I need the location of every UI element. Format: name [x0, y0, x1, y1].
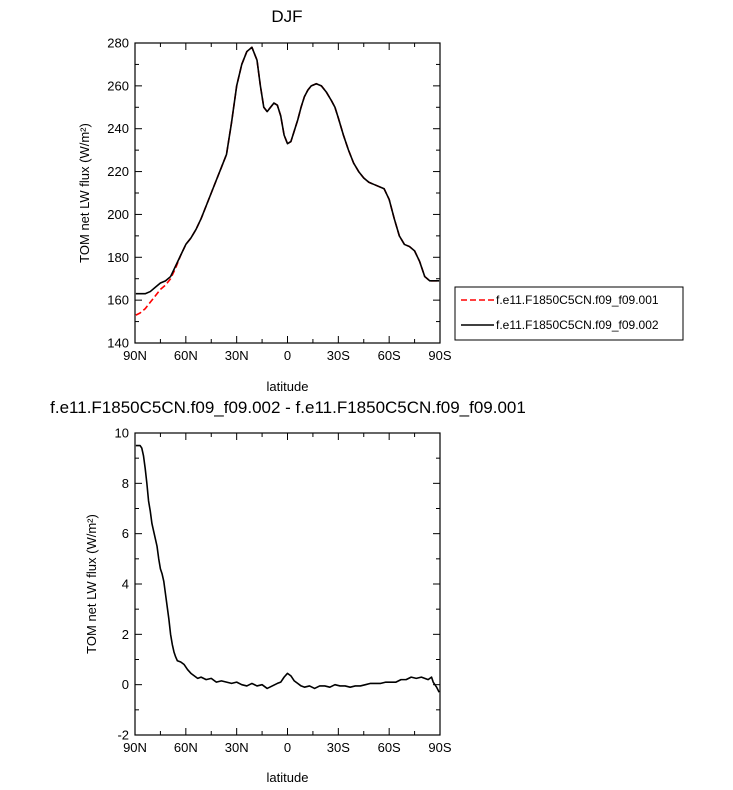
top-series-line-2	[135, 46, 440, 295]
top-y-tick-label: 260	[107, 78, 129, 93]
top-y-tick-label: 180	[107, 250, 129, 265]
bottom-y-tick-label: 6	[122, 526, 129, 541]
top-x-tick-label: 0	[284, 348, 291, 363]
top-x-tick-label: 30S	[327, 348, 350, 363]
bottom-panel-frame	[134, 432, 441, 736]
bottom-y-tick-label: 2	[122, 627, 129, 642]
top-panel-legend: f.e11.F1850C5CN.f09_f09.001 f.e11.F1850C…	[454, 286, 684, 341]
top-y-tick-label: 280	[107, 36, 129, 51]
bottom-x-tick-label: 60S	[378, 740, 401, 755]
top-panel-series	[135, 46, 440, 316]
top-x-tick-label: 90N	[123, 348, 147, 363]
top-panel-ticks: 90N 60N 30N 0 30S 60S 90S 140 160 180 200 220 240 260…	[107, 36, 452, 364]
top-x-tick-label: 60S	[378, 348, 401, 363]
bottom-x-tick-label: 30S	[327, 740, 350, 755]
bottom-panel-ylabel: TOM net LW flux (W/m²)	[84, 514, 99, 654]
top-x-tick-label: 60N	[174, 348, 198, 363]
top-y-tick-label: 220	[107, 164, 129, 179]
top-x-tick-label: 30N	[225, 348, 249, 363]
bottom-panel-xlabel: latitude	[267, 770, 309, 785]
top-series-line-1	[135, 46, 440, 316]
bottom-y-tick-label: 0	[122, 677, 129, 692]
bottom-panel-ticks: 90N 60N 30N 0 30S 60S 90S -2 0 2 4 6 8 10	[115, 426, 452, 756]
bottom-panel: f.e11.F1850C5CN.f09_f09.002 - f.e11.F185…	[50, 398, 526, 785]
top-panel-xlabel: latitude	[267, 379, 309, 394]
top-x-tick-label: 90S	[428, 348, 451, 363]
top-y-tick-label: 240	[107, 121, 129, 136]
top-y-tick-label: 200	[107, 207, 129, 222]
top-y-tick-label: 140	[107, 336, 129, 351]
top-y-tick-label: 160	[107, 293, 129, 308]
top-panel-ylabel: TOM net LW flux (W/m²)	[77, 123, 92, 263]
bottom-series-line-1	[135, 444, 440, 693]
bottom-x-tick-label: 30N	[225, 740, 249, 755]
bottom-x-tick-label: 0	[284, 740, 291, 755]
bottom-y-tick-label: 4	[122, 577, 129, 592]
legend-label-001: f.e11.F1850C5CN.f09_f09.001	[496, 293, 659, 307]
top-panel-title: DJF	[271, 7, 302, 26]
bottom-y-tick-label: 8	[122, 476, 129, 491]
bottom-x-tick-label: 90S	[428, 740, 451, 755]
legend-label-002: f.e11.F1850C5CN.f09_f09.002	[496, 318, 659, 332]
top-panel-frame	[134, 42, 441, 344]
bottom-y-tick-label: 10	[115, 426, 129, 441]
top-panel: DJF 90N 60N 30N 0 30S 60S 90S 140 160 180 200 220 24…	[77, 7, 684, 394]
legend-box	[454, 286, 684, 341]
bottom-y-tick-label: -2	[117, 728, 129, 743]
bottom-panel-title: f.e11.F1850C5CN.f09_f09.002 - f.e11.F185…	[50, 398, 526, 417]
bottom-panel-series	[135, 444, 440, 693]
bottom-x-tick-label: 90N	[123, 740, 147, 755]
bottom-x-tick-label: 60N	[174, 740, 198, 755]
